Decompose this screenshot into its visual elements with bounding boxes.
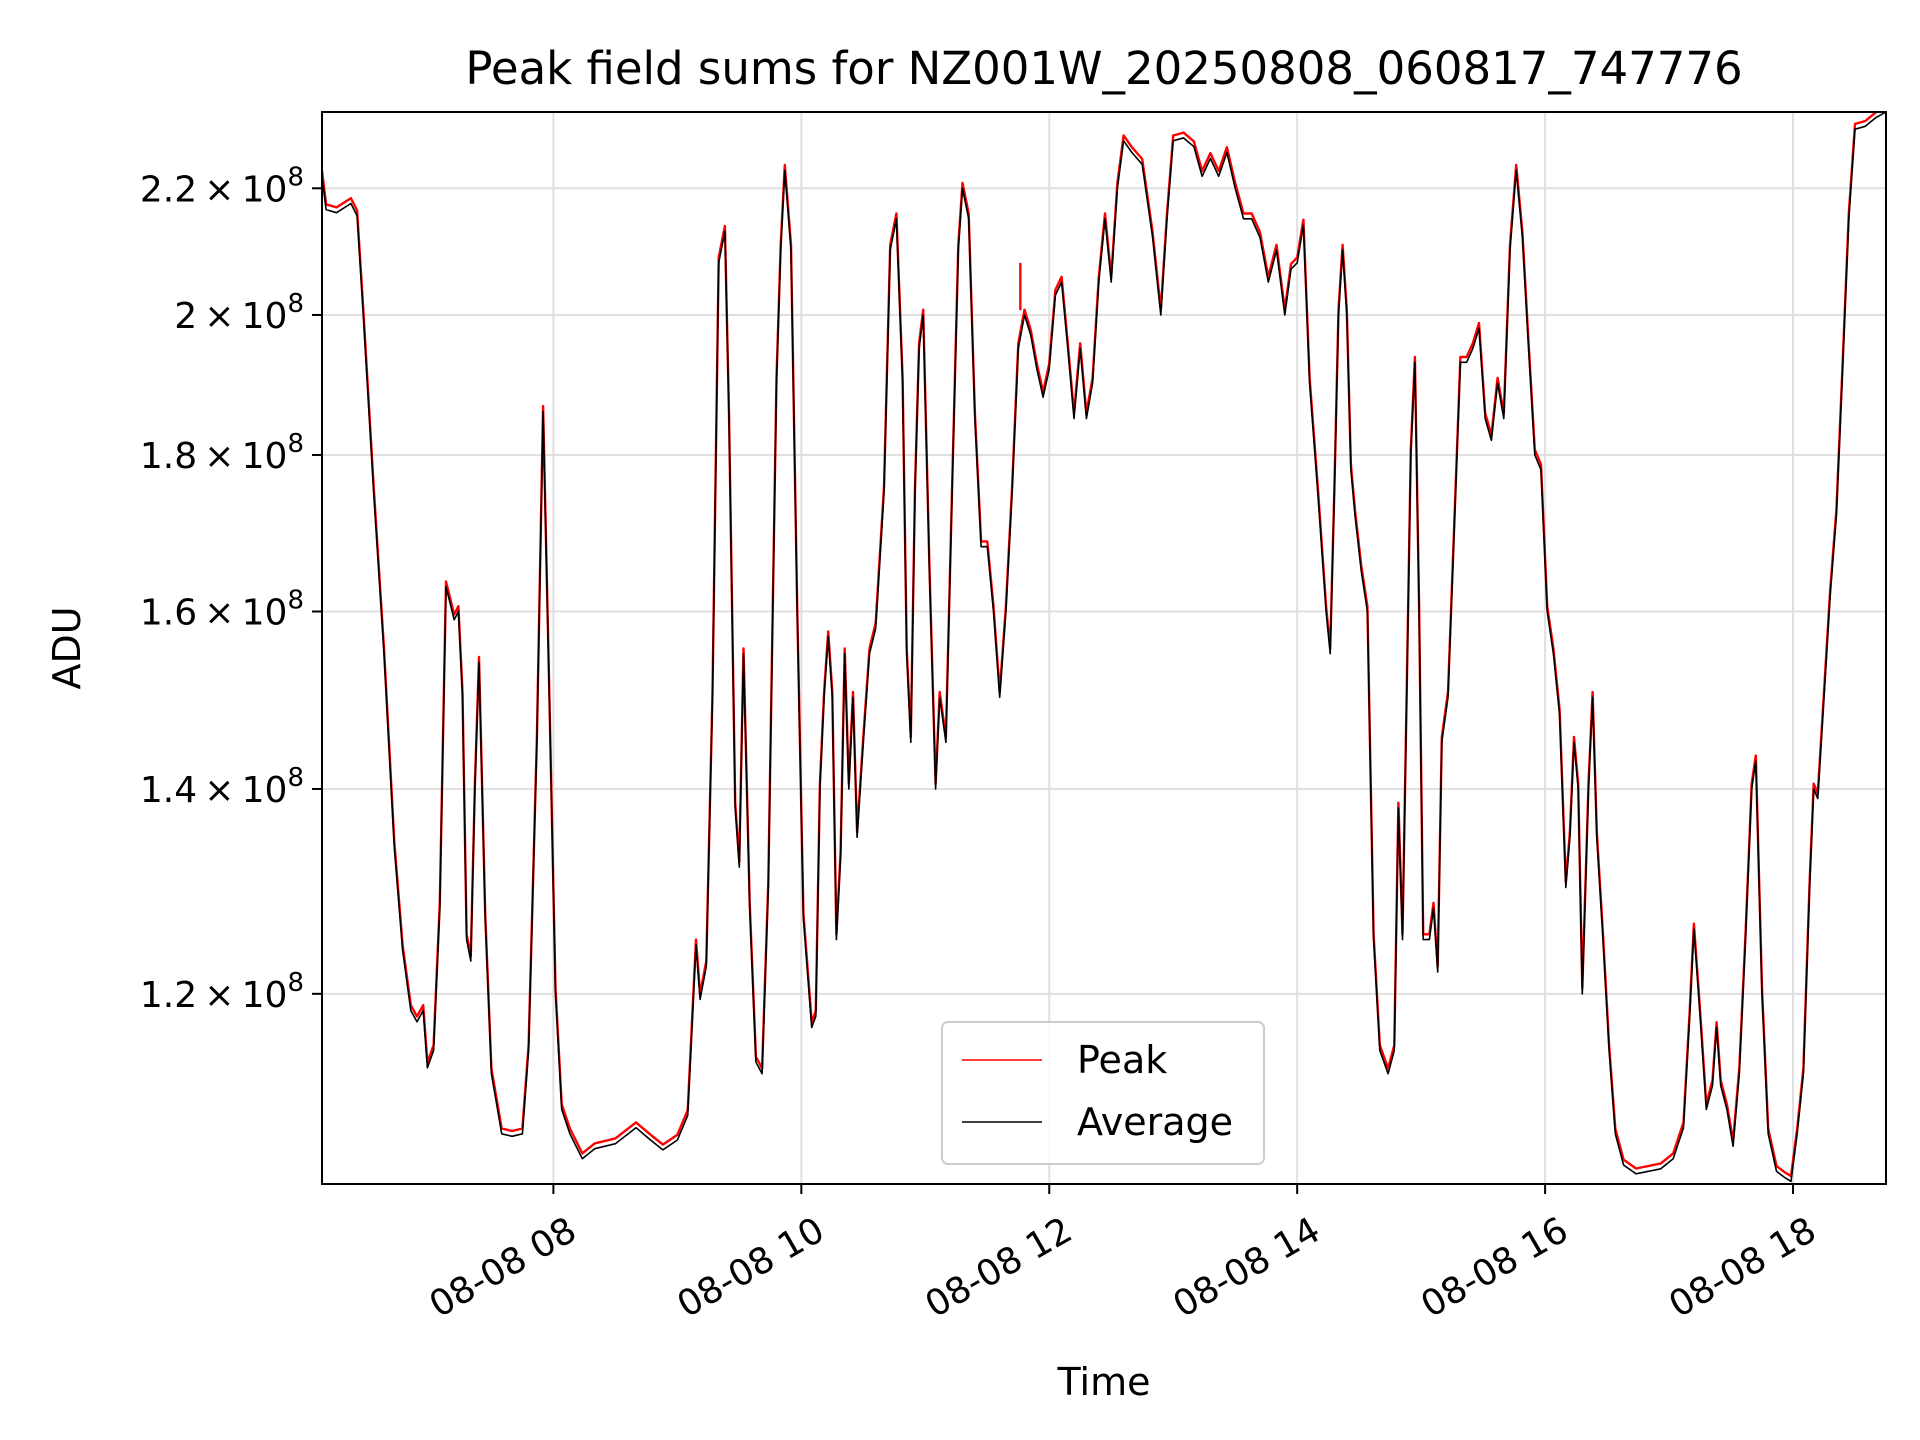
series-group xyxy=(322,112,1886,1183)
y-tick-label: 1.2 × 108 xyxy=(140,968,304,1016)
legend-label-average: Average xyxy=(1077,1100,1233,1144)
chart-title: Peak field sums for NZ001W_20250808_0608… xyxy=(465,42,1742,95)
series-lines xyxy=(322,112,1886,1183)
y-tick-label: 1.8 × 108 xyxy=(140,429,304,477)
gridlines xyxy=(322,112,1886,1184)
legend-label-peak: Peak xyxy=(1077,1038,1167,1082)
y-tick-label: 1.6 × 108 xyxy=(140,586,304,634)
plot-frame xyxy=(321,111,1887,1185)
legend-box xyxy=(941,1021,1265,1165)
y-axis-label: ADU xyxy=(45,606,89,689)
y-tick-label: 1.4 × 108 xyxy=(140,763,304,811)
legend: Peak Average xyxy=(941,1021,1265,1165)
x-axis-label: Time xyxy=(1057,1360,1151,1404)
y-axis-ticks: 1.2 × 108 1.4 × 108 1.6 × 108 1.8 × 108 2 × … xyxy=(140,162,322,1016)
series-line-average xyxy=(322,112,1886,1183)
y-tick-label: 2 × 108 xyxy=(174,289,304,337)
y-tick-label: 2.2 × 108 xyxy=(140,162,304,210)
